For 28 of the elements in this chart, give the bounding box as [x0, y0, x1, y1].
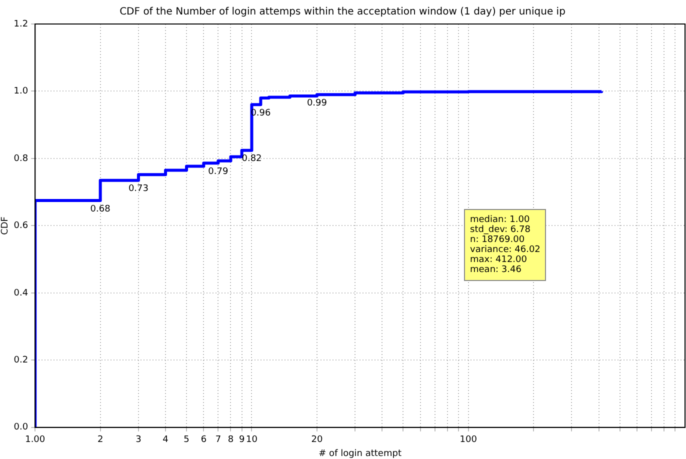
x-tick-label: 10	[246, 435, 258, 446]
annotation: 0.79	[208, 167, 228, 178]
x-tick-label: 1.00	[25, 435, 46, 446]
x-tick-label: 4	[162, 435, 169, 446]
x-axis-title: # of login attempt	[318, 448, 402, 459]
annotation: median: 1.00 std_dev: 6.78 n: 18769.00 variance: 46.02 max: 412.00 mean: 3.46	[464, 209, 546, 281]
x-tick-label: 9	[238, 435, 245, 446]
y-tick-label: 0.8	[14, 154, 28, 164]
x-tick-label: 8	[228, 435, 234, 446]
y-tick-label: 0.6	[14, 221, 28, 232]
x-tick-label: 100	[460, 435, 478, 446]
x-tick-label: 20	[311, 435, 323, 446]
x-tick-label: 6	[200, 435, 207, 446]
y-tick-label: 0.2	[14, 356, 28, 366]
chart-title: CDF of the Number of login attemps within the acceptation window (1 day) per unique ip	[120, 6, 566, 18]
y-tick-label: 0.0	[14, 422, 28, 433]
x-tick-label: 5	[184, 435, 190, 446]
y-tick-label: 0.4	[14, 288, 28, 298]
y-tick-label: 1.2	[14, 19, 28, 30]
annotation: 0.99	[306, 98, 328, 108]
x-tick-label: 3	[136, 435, 142, 446]
annotation: 0.73	[128, 184, 148, 194]
y-axis-title: CDF	[0, 216, 11, 235]
x-tick-label: 7	[215, 435, 222, 446]
x-tick-label: 2	[97, 435, 104, 446]
annotation: 0.68	[90, 204, 111, 214]
annotation: 0.82	[242, 154, 262, 164]
y-tick-label: 1.0	[14, 86, 28, 97]
